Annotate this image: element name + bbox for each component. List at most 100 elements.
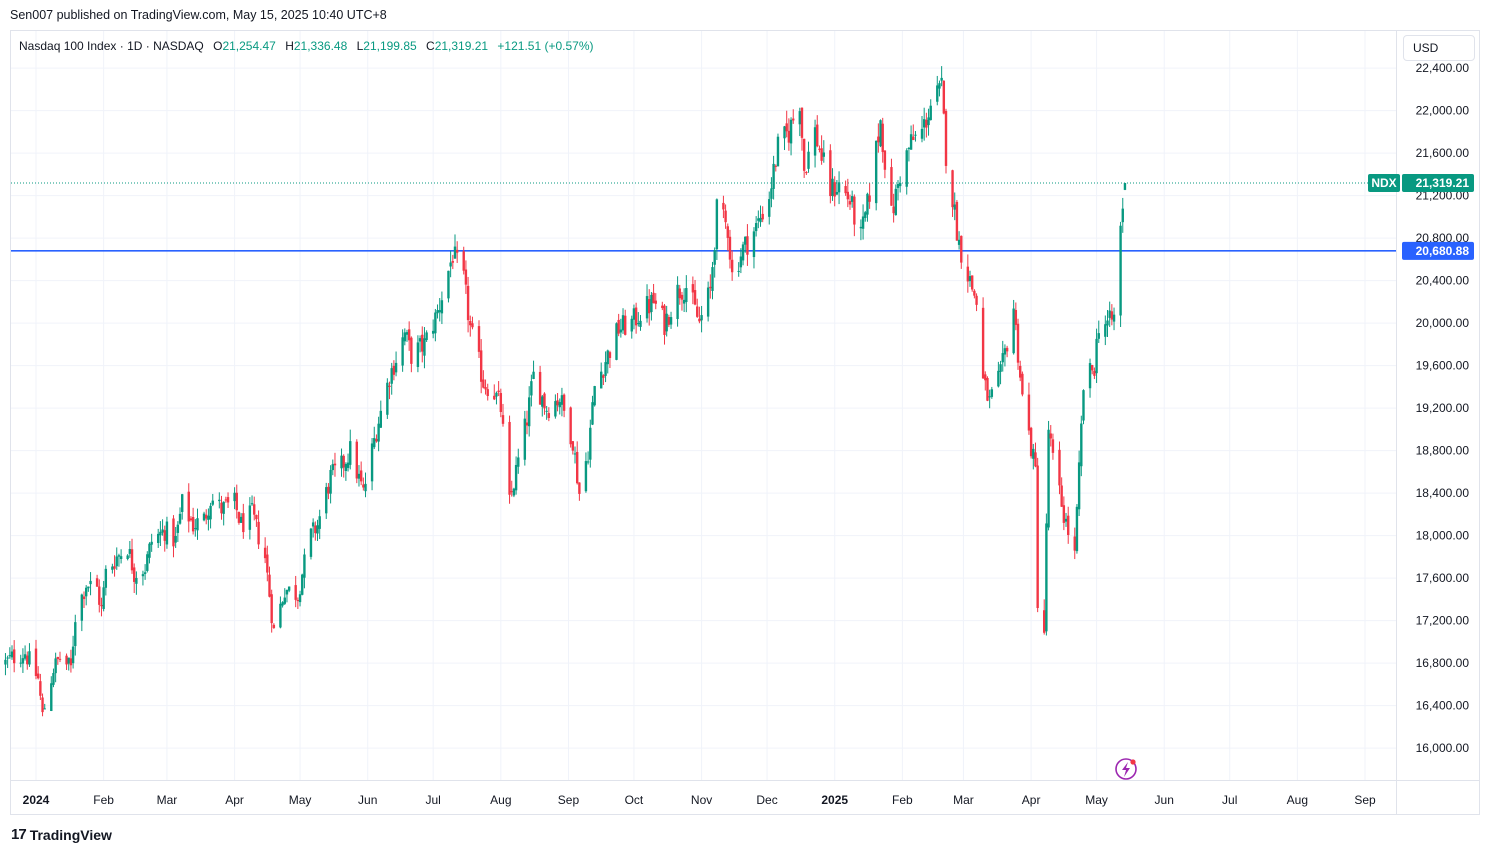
candle-body [373,438,376,448]
candle-body [1075,506,1079,552]
legend-low: 21,199.85 [363,39,417,53]
candle [87,586,90,592]
candle [1064,512,1068,527]
candle-body [938,83,941,89]
candle-body [263,547,267,559]
candle-body [390,368,393,384]
candle-body [728,236,732,260]
candle [455,241,459,263]
candle [52,668,55,688]
candle-body [482,379,485,388]
candle [50,676,53,712]
candle [1049,425,1052,447]
candle [484,379,487,395]
x-tick-label: Dec [756,793,777,807]
candle-body [6,657,9,659]
candle [268,566,271,598]
candle-body [896,183,900,188]
x-tick-label: Oct [625,793,644,807]
x-tick-label: 2024 [23,793,50,807]
candle [541,395,544,417]
candle [386,378,389,419]
candle-body [165,521,169,545]
candle-body [157,533,160,543]
candle-body [1064,518,1068,522]
candle-body [669,317,673,325]
candle [547,407,551,422]
y-tick-label: 20,000.00 [1416,316,1470,330]
candle-body [709,286,712,289]
candle [84,585,88,606]
candle [676,276,679,327]
candle [737,262,740,277]
candle-body [56,656,60,659]
candle-body [266,554,269,573]
candle [968,270,972,287]
candle-body [294,585,297,600]
candle-body [250,503,254,505]
candle-body [1119,225,1122,316]
candle-body [359,470,363,482]
candle [466,276,470,333]
candle [850,190,854,208]
candle [691,276,695,305]
candle [896,180,900,201]
candle-body [379,410,382,428]
lightning-icon[interactable] [1115,758,1137,780]
candle-body [663,305,666,335]
tradingview-logo[interactable]: 17 TradingView [11,826,112,843]
candle [143,564,147,580]
x-tick-label: Aug [1287,793,1308,807]
candle [449,250,452,278]
candle-body [770,188,773,199]
candle-body [364,483,367,492]
candle [1110,304,1114,326]
candle [757,210,760,229]
candle-body [757,218,760,221]
candle [178,507,182,525]
candle [514,456,518,495]
candle-body [861,216,865,229]
candle [682,288,686,313]
candle-body [665,313,668,332]
candle-body [560,395,564,405]
candle [713,247,716,278]
candle-body [802,138,806,171]
candle [416,335,420,373]
candle [774,164,777,172]
candle [403,328,407,346]
candle-body [981,307,985,379]
candle-body [1001,353,1004,363]
candle [543,392,546,415]
currency-button[interactable]: USD [1403,35,1475,61]
candle-body [285,590,289,595]
candle-body [331,464,334,471]
candle [111,563,114,574]
candle-body [898,183,902,187]
candle [571,441,575,455]
candle [1058,441,1061,495]
candle [497,381,500,397]
candle [1021,371,1024,397]
candle-body [604,362,607,376]
candle-body [879,120,882,147]
candle-body [163,530,166,541]
candle [113,555,116,577]
candle [355,439,358,484]
time-axis[interactable]: 2024 Feb Mar Apr May Jun Jul Aug Sep Oct Nov Dec 202… [23,793,1376,807]
candle [464,260,468,294]
legend-symbol[interactable]: Nasdaq 100 Index · 1D · NASDAQ [19,39,204,53]
candle-body [715,199,719,250]
candle-body [436,310,439,314]
candle [667,314,671,328]
candle [600,362,603,389]
candle [966,254,970,293]
candle-body [10,651,14,658]
candle-body [82,596,86,600]
candle-body [287,586,291,591]
price-axis[interactable]: 16,000.00 16,400.00 16,800.00 17,200.00 17,6… [1416,61,1470,755]
y-tick-label: 18,800.00 [1416,444,1470,458]
candle [8,647,12,659]
candle [988,389,991,409]
